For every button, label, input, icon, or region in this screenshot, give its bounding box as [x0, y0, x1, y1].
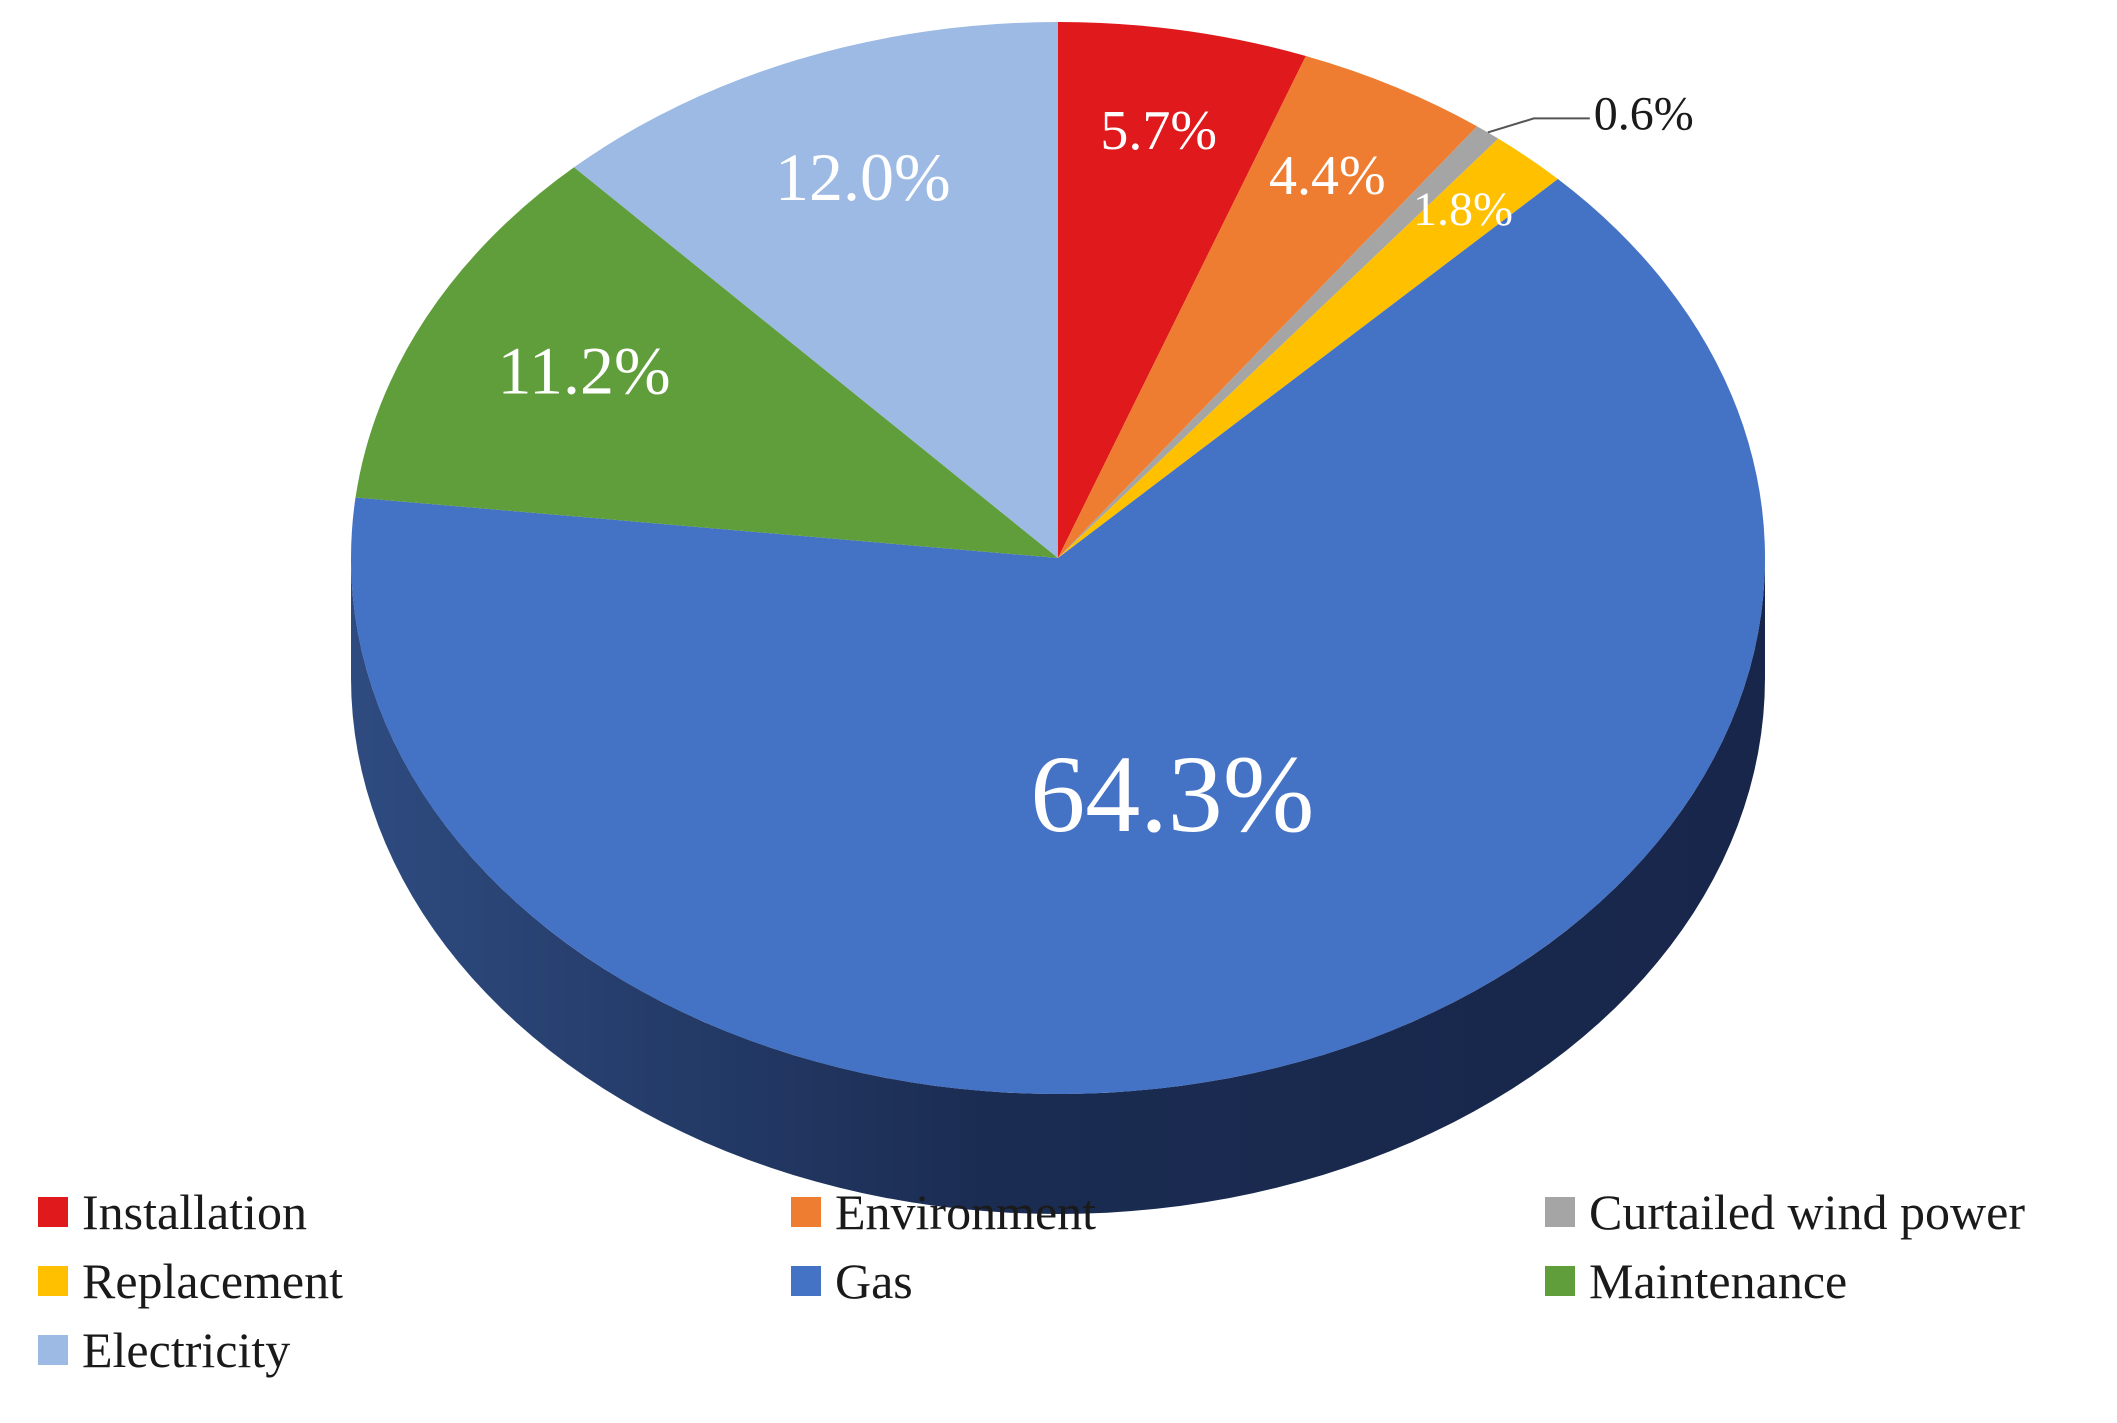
legend-item-replacement: Replacement	[38, 1249, 343, 1313]
pie-side-wall	[351, 558, 1765, 1214]
pie-slice-environment	[1058, 56, 1478, 558]
legend-swatch-installation	[38, 1197, 68, 1227]
legend-swatch-environment	[791, 1197, 821, 1227]
pie-slice-installation	[1058, 22, 1306, 558]
pie-side-gas	[351, 558, 1765, 1214]
legend-swatch-replacement	[38, 1266, 68, 1296]
pie-data-labels: 5.7% 4.4% 0.6% 1.8% 64.3% 11.2% 12.0%	[497, 87, 1693, 855]
data-label-electricity: 12.0%	[775, 139, 951, 215]
legend-item-environment: Environment	[791, 1180, 1096, 1244]
legend-label-maintenance: Maintenance	[1589, 1253, 1848, 1309]
data-label-maintenance: 11.2%	[497, 332, 670, 408]
legend-label-installation: Installation	[82, 1184, 307, 1240]
pie-slice-replacement	[1058, 138, 1558, 558]
legend-item-electricity: Electricity	[38, 1318, 290, 1382]
legend-item-installation: Installation	[38, 1180, 307, 1244]
legend-item-maintenance: Maintenance	[1545, 1249, 1847, 1313]
data-label-gas: 64.3%	[1030, 733, 1314, 855]
legend-label-replacement: Replacement	[82, 1253, 343, 1309]
legend-item-curtailed-wind-power: Curtailed wind power	[1545, 1180, 2025, 1244]
legend: Installation Environment Curtailed wind …	[0, 1180, 2117, 1420]
legend-swatch-curtailed-wind-power	[1545, 1197, 1575, 1227]
legend-item-gas: Gas	[791, 1249, 913, 1313]
legend-label-electricity: Electricity	[82, 1322, 291, 1378]
legend-swatch-electricity	[38, 1335, 68, 1365]
legend-swatch-maintenance	[1545, 1266, 1575, 1296]
legend-label-environment: Environment	[835, 1184, 1097, 1240]
pie-slice-gas	[351, 178, 1766, 1095]
legend-swatch-gas	[791, 1266, 821, 1296]
data-label-curtailed-wind-power: 0.6%	[1594, 87, 1694, 140]
pie-slice-electricity	[574, 22, 1058, 558]
data-label-installation: 5.7%	[1100, 100, 1217, 162]
pie-slice-maintenance	[355, 167, 1058, 558]
data-label-replacement: 1.8%	[1413, 183, 1513, 236]
data-label-environment: 4.4%	[1269, 145, 1386, 207]
legend-label-gas: Gas	[835, 1253, 913, 1309]
pie-slice-curtailed-wind-power	[1058, 126, 1499, 558]
legend-label-curtailed-wind-power: Curtailed wind power	[1589, 1184, 2026, 1240]
pie-slices	[351, 22, 1766, 1095]
leader-line-curtailed-wind-power	[1487, 117, 1590, 134]
